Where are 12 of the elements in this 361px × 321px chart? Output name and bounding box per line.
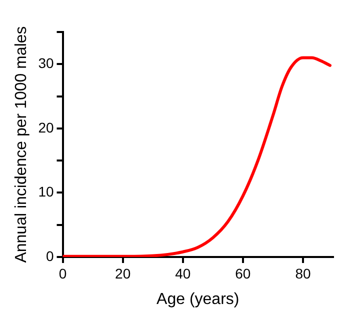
x-tick-label: 80 (295, 265, 311, 282)
y-tick-label: 30 (38, 55, 54, 71)
x-axis-title: Age (years) (156, 290, 240, 308)
y-tick-label: 0 (46, 248, 54, 264)
y-tick-label: 10 (38, 184, 54, 200)
line-series (62, 56, 332, 257)
x-tick-label: 40 (175, 265, 191, 282)
y-axis-title: Annual incidence per 1000 males (13, 26, 30, 263)
y-tick-label: 20 (38, 119, 54, 136)
x-tick-label: 60 (235, 265, 251, 282)
x-tick-label: 20 (115, 265, 131, 282)
x-tick-label: 0 (58, 265, 67, 282)
